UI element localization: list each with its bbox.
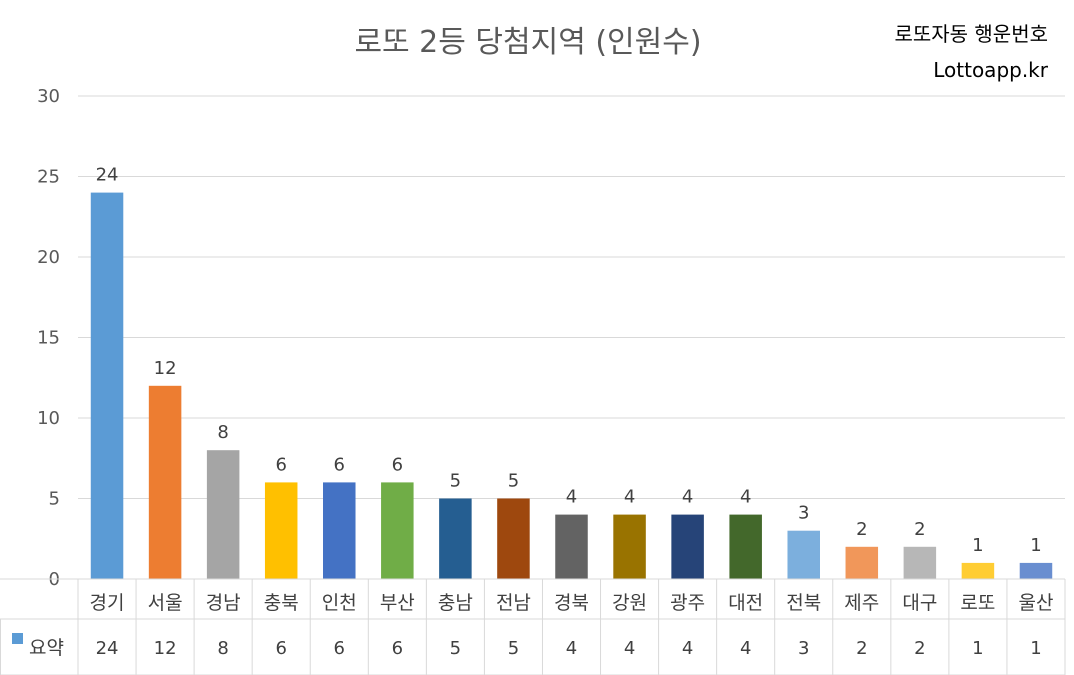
data-label: 4 bbox=[740, 487, 751, 508]
table-value: 6 bbox=[275, 638, 286, 659]
bar-10 bbox=[671, 514, 704, 579]
category-label: 전남 bbox=[496, 592, 531, 614]
category-label: 대구 bbox=[902, 592, 937, 614]
category-label: 경기 bbox=[90, 592, 125, 614]
category-label: 부산 bbox=[380, 592, 415, 614]
data-label: 5 bbox=[508, 471, 519, 492]
table-value: 24 bbox=[96, 638, 119, 659]
category-label: 대전 bbox=[728, 592, 763, 614]
table-value: 6 bbox=[334, 638, 345, 659]
category-label: 로또 bbox=[960, 592, 995, 614]
table-value: 4 bbox=[624, 638, 635, 659]
y-tick-label: 10 bbox=[37, 408, 60, 429]
table-value: 12 bbox=[154, 638, 177, 659]
data-labels: 24 12 8 6 6 6 5 5 4 4 4 4 3 2 2 1 1 bbox=[96, 165, 1042, 556]
table-value: 1 bbox=[1030, 638, 1041, 659]
category-label: 강원 bbox=[612, 592, 647, 614]
table-value: 4 bbox=[682, 638, 693, 659]
category-label: 인천 bbox=[322, 592, 357, 614]
data-label: 6 bbox=[392, 454, 403, 475]
bars bbox=[90, 192, 1053, 579]
category-label: 경북 bbox=[554, 592, 589, 614]
y-tick-label: 5 bbox=[49, 489, 60, 510]
bar-6 bbox=[439, 498, 472, 579]
data-label: 4 bbox=[624, 487, 635, 508]
bar-8 bbox=[555, 514, 588, 579]
brand-name: 로또자동 행운번호 bbox=[894, 22, 1048, 46]
category-label: 광주 bbox=[670, 592, 705, 614]
chart-title: 로또 2등 당첨지역 (인원수) bbox=[354, 25, 701, 60]
y-tick-label: 25 bbox=[37, 167, 60, 188]
table-value: 2 bbox=[856, 638, 867, 659]
bar-15 bbox=[961, 562, 995, 579]
data-label: 2 bbox=[914, 519, 925, 540]
table-value: 5 bbox=[508, 638, 519, 659]
legend-label: 요약 bbox=[29, 637, 64, 659]
data-label: 5 bbox=[450, 471, 461, 492]
data-table: 경기24서울12경남8충북6인천6부산6충남5전남5경북4강원4광주4대전4전북… bbox=[0, 578, 1066, 675]
data-label: 2 bbox=[856, 519, 867, 540]
data-label: 12 bbox=[154, 358, 177, 379]
table-value: 5 bbox=[450, 638, 461, 659]
data-label: 1 bbox=[1030, 535, 1041, 556]
bar-2 bbox=[206, 450, 240, 579]
data-label: 4 bbox=[566, 487, 577, 508]
table-value: 1 bbox=[972, 638, 983, 659]
y-tick-label: 15 bbox=[37, 328, 60, 349]
table-value: 3 bbox=[798, 638, 809, 659]
category-label: 제주 bbox=[844, 592, 879, 614]
category-label: 전북 bbox=[786, 592, 821, 614]
bar-16 bbox=[1019, 562, 1053, 579]
bar-13 bbox=[845, 546, 879, 579]
data-label: 6 bbox=[334, 454, 345, 475]
table-value: 4 bbox=[566, 638, 577, 659]
bar-9 bbox=[613, 514, 646, 579]
bar-12 bbox=[787, 530, 820, 579]
bar-14 bbox=[903, 546, 937, 579]
data-label: 3 bbox=[798, 503, 809, 524]
gridlines bbox=[78, 95, 1065, 499]
bar-3 bbox=[264, 482, 298, 579]
table-value: 6 bbox=[392, 638, 403, 659]
brand-url: Lottoapp.kr bbox=[933, 58, 1049, 82]
bar-1 bbox=[148, 385, 182, 579]
y-tick-label: 30 bbox=[37, 86, 60, 107]
legend-swatch bbox=[12, 633, 23, 644]
category-label: 서울 bbox=[148, 592, 183, 614]
table-value: 8 bbox=[217, 638, 228, 659]
category-label: 충남 bbox=[438, 592, 473, 614]
bar-4 bbox=[323, 482, 356, 579]
bar-0 bbox=[90, 192, 124, 579]
category-label: 충북 bbox=[264, 592, 299, 614]
data-label: 1 bbox=[972, 535, 983, 556]
data-label: 4 bbox=[682, 487, 693, 508]
bar-5 bbox=[381, 482, 414, 579]
data-label: 24 bbox=[96, 165, 119, 186]
table-value: 2 bbox=[914, 638, 925, 659]
table-value: 4 bbox=[740, 638, 751, 659]
data-label: 6 bbox=[275, 454, 286, 475]
data-label: 8 bbox=[217, 422, 228, 443]
y-tick-label: 20 bbox=[37, 247, 60, 268]
category-label: 울산 bbox=[1018, 592, 1053, 614]
bar-11 bbox=[729, 514, 762, 579]
category-label: 경남 bbox=[206, 592, 241, 614]
bar-7 bbox=[497, 498, 530, 579]
